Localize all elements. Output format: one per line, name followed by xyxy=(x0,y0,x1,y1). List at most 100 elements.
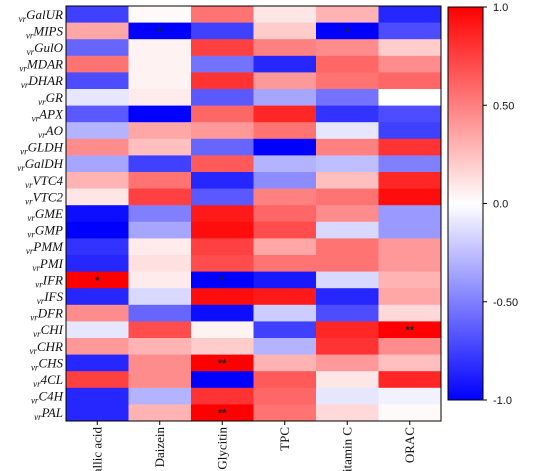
row-label: vrGME xyxy=(27,206,63,223)
cell-mdar-orac xyxy=(378,55,442,73)
cell-mdar-vitamin-c xyxy=(316,55,379,73)
significance-marks: * ** ******* xyxy=(95,26,415,420)
cell-galur-tpc xyxy=(253,6,317,24)
cell-gmp-gallic-acid xyxy=(66,221,129,239)
cell-pmm-gallic-acid xyxy=(66,238,129,256)
cell-gulo-vitamin-c xyxy=(316,39,379,57)
cell-gldh-tpc xyxy=(253,138,317,156)
cell-mdar-daizein xyxy=(128,55,192,73)
cell-vtc2-tpc xyxy=(253,188,317,206)
cell-pal-glycitin xyxy=(191,404,254,422)
cell-c4h-orac xyxy=(378,387,442,405)
cell-gme-gallic-acid xyxy=(66,205,129,223)
cell-galur-gallic-acid xyxy=(66,6,129,24)
cell-gulo-orac xyxy=(378,39,442,57)
row-labels: vrGalURvrMIPSvrGulOvrMDARvrDHARvrGRvrAPX… xyxy=(17,7,64,422)
cell-galdh-orac xyxy=(378,155,442,173)
colorbar-tick-label: 0.0 xyxy=(493,199,508,211)
cell-mips-vitamin-c xyxy=(316,22,379,40)
cell-c4h-glycitin xyxy=(191,387,254,405)
row-label: vrC4H xyxy=(31,389,64,406)
significance-mark: * xyxy=(220,275,225,287)
row-label: vrIFS xyxy=(37,289,64,306)
row-label: vrAO xyxy=(38,123,63,140)
cell-pmm-glycitin xyxy=(191,238,254,256)
cell-gr-daizein xyxy=(128,89,192,107)
cell-galdh-glycitin xyxy=(191,155,254,173)
cell-vtc2-glycitin xyxy=(191,188,254,206)
cell-ao-tpc xyxy=(253,122,317,140)
row-label: vrGalUR xyxy=(19,7,63,24)
cell-gme-daizein xyxy=(128,205,192,223)
cell-galdh-tpc xyxy=(253,155,317,173)
row-label: vrGMP xyxy=(27,223,63,240)
cell-gulo-tpc xyxy=(253,39,317,57)
cell-mdar-glycitin xyxy=(191,55,254,73)
cell-gldh-daizein xyxy=(128,138,192,156)
cell-pmm-daizein xyxy=(128,238,192,256)
cell-mips-tpc xyxy=(253,22,317,40)
cell-vtc2-vitamin-c xyxy=(316,188,379,206)
cell-chi-vitamin-c xyxy=(316,321,379,339)
colorbar-tick-label: 1.0 xyxy=(493,2,508,14)
cell-vtc4-orac xyxy=(378,172,442,190)
row-label: vr4CL xyxy=(33,372,63,389)
cell-dhar-tpc xyxy=(253,72,317,90)
cell-ifs-gallic-acid xyxy=(66,288,129,306)
cell-vtc4-glycitin xyxy=(191,172,254,190)
cell-ifr-daizein xyxy=(128,271,192,289)
cell-apx-glycitin xyxy=(191,105,254,123)
cell-gldh-orac xyxy=(378,138,442,156)
cell-ifs-tpc xyxy=(253,288,317,306)
plot-frame xyxy=(65,5,442,422)
cell-mdar-gallic-acid xyxy=(66,55,129,73)
column-label: Glycitin xyxy=(214,427,229,470)
cell-chr-tpc xyxy=(253,338,317,356)
cell-pal-daizein xyxy=(128,404,192,422)
colorbar-gradient xyxy=(447,6,484,401)
cell-chr-vitamin-c xyxy=(316,338,379,356)
cell-chi-daizein xyxy=(128,321,192,339)
column-label: Gallic acid xyxy=(89,427,104,471)
cell-pal-gallic-acid xyxy=(66,404,129,422)
cell-pmi-glycitin xyxy=(191,255,254,273)
cell-dfr-tpc xyxy=(253,304,317,322)
cell-4cl-tpc xyxy=(253,371,317,389)
cell-pmi-orac xyxy=(378,255,442,273)
cell-ifs-vitamin-c xyxy=(316,288,379,306)
cell-chi-gallic-acid xyxy=(66,321,129,339)
row-label: vrPAL xyxy=(34,405,63,422)
cell-gr-gallic-acid xyxy=(66,89,129,107)
cell-galur-daizein xyxy=(128,6,192,24)
column-labels: Gallic acid Daizein Glycitin TPC Vitamin C OR… xyxy=(89,421,417,471)
cell-gmp-tpc xyxy=(253,221,317,239)
cell-pmi-gallic-acid xyxy=(66,255,129,273)
cell-dhar-glycitin xyxy=(191,72,254,90)
cell-mips-gallic-acid xyxy=(66,22,129,40)
cell-dfr-orac xyxy=(378,304,442,322)
cell-dfr-vitamin-c xyxy=(316,304,379,322)
cell-dhar-gallic-acid xyxy=(66,72,129,90)
cell-ifs-daizein xyxy=(128,288,192,306)
cell-apx-daizein xyxy=(128,105,192,123)
row-label: vrAPX xyxy=(32,106,64,123)
cell-pal-tpc xyxy=(253,404,317,422)
cell-vtc2-orac xyxy=(378,188,442,206)
row-label: vrGLDH xyxy=(20,140,64,157)
cell-mips-orac xyxy=(378,22,442,40)
cell-ifr-vitamin-c xyxy=(316,271,379,289)
colorbar-tick-label: -0.50 xyxy=(493,297,518,309)
cell-gulo-glycitin xyxy=(191,39,254,57)
row-label: vrCHI xyxy=(33,322,64,339)
cell-4cl-gallic-acid xyxy=(66,371,129,389)
row-label: vrGR xyxy=(38,90,63,107)
cell-ao-gallic-acid xyxy=(66,122,129,140)
cell-gldh-vitamin-c xyxy=(316,138,379,156)
row-label: vrGalDH xyxy=(17,156,63,173)
cell-apx-tpc xyxy=(253,105,317,123)
cell-chr-orac xyxy=(378,338,442,356)
column-label: TPC xyxy=(277,427,292,451)
cell-galur-orac xyxy=(378,6,442,24)
row-label: vrDFR xyxy=(30,306,63,323)
row-label: vrPMI xyxy=(32,256,63,273)
